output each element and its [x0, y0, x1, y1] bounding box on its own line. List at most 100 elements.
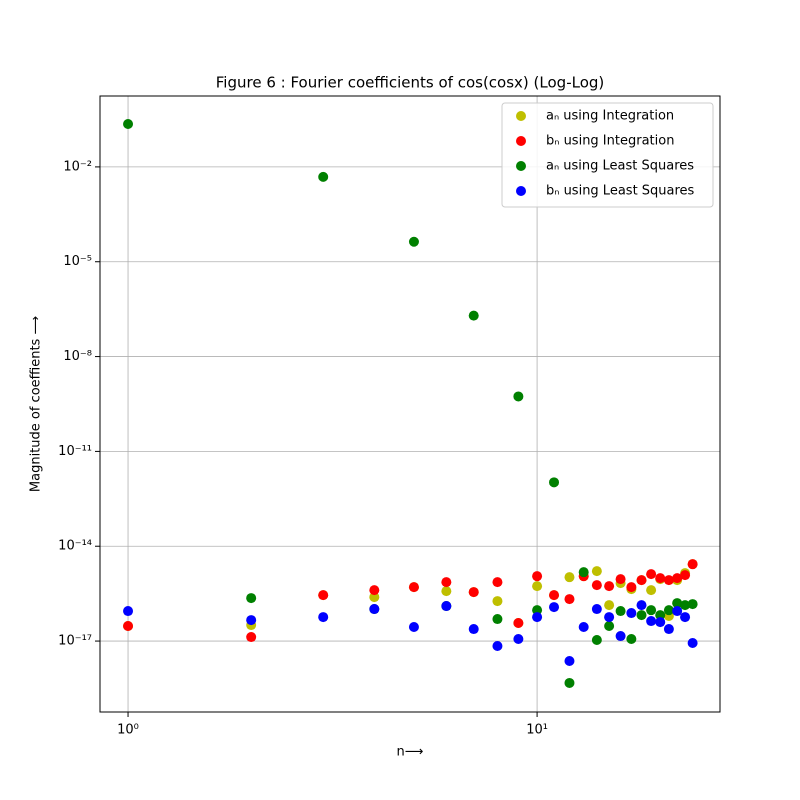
point: [123, 606, 134, 617]
point: [646, 585, 657, 596]
chart-title: Figure 6 : Fourier coefficients of cos(c…: [216, 74, 605, 92]
point: [123, 118, 134, 129]
point: [246, 593, 257, 604]
point: [655, 610, 666, 621]
point: [680, 570, 691, 581]
point: [626, 634, 637, 645]
point: [408, 622, 419, 633]
point: [549, 602, 560, 613]
point: [591, 566, 602, 577]
legend-label: aₙ using Least Squares: [546, 159, 694, 174]
point: [492, 596, 503, 607]
point: [672, 598, 683, 609]
point: [468, 624, 479, 635]
legend-marker: [516, 136, 526, 146]
point: [687, 599, 698, 610]
point: [591, 604, 602, 615]
point: [532, 571, 543, 582]
legend-label: bₙ using Least Squares: [546, 184, 695, 199]
point: [468, 310, 479, 321]
y-tick-label: 10⁻²: [63, 159, 92, 174]
point: [655, 617, 666, 628]
point: [513, 391, 524, 402]
point: [646, 569, 657, 580]
legend-marker: [516, 111, 526, 121]
point: [441, 577, 452, 588]
point: [636, 600, 647, 611]
y-tick-label: 10⁻¹⁴: [58, 539, 92, 554]
y-axis-label: Magnitude of coeffients ⟶: [29, 316, 44, 492]
point: [591, 635, 602, 646]
point: [636, 575, 647, 586]
point: [492, 614, 503, 625]
point: [604, 612, 615, 623]
point: [615, 606, 626, 617]
point: [564, 656, 575, 667]
point: [532, 605, 543, 616]
point: [578, 622, 589, 633]
point: [626, 608, 637, 619]
point: [646, 605, 657, 616]
point: [246, 615, 257, 626]
point: [578, 567, 589, 578]
y-tick-label: 10⁻⁵: [63, 254, 92, 269]
point: [564, 572, 575, 583]
point: [513, 618, 524, 629]
point: [564, 677, 575, 688]
point: [604, 581, 615, 592]
point: [318, 171, 329, 182]
point: [549, 477, 560, 488]
point: [441, 601, 452, 612]
point: [246, 632, 257, 643]
point: [564, 594, 575, 605]
point: [636, 610, 647, 621]
point: [532, 581, 543, 592]
x-axis-label: n⟶: [397, 745, 424, 760]
point: [687, 559, 698, 570]
point: [615, 631, 626, 642]
point: [318, 590, 329, 601]
legend-label: bₙ using Integration: [546, 134, 674, 149]
point: [672, 606, 683, 617]
point: [492, 577, 503, 588]
point: [591, 580, 602, 591]
point: [408, 236, 419, 247]
point: [672, 573, 683, 584]
point: [687, 638, 698, 649]
point: [680, 612, 691, 623]
y-tick-label: 10⁻¹⁷: [58, 634, 92, 649]
point: [369, 585, 380, 596]
point: [408, 582, 419, 593]
point: [604, 600, 615, 611]
y-tick-label: 10⁻¹¹: [58, 444, 92, 459]
point: [663, 575, 674, 586]
legend-marker: [516, 161, 526, 171]
point: [369, 592, 380, 603]
x-tick-label: 10¹: [526, 723, 548, 738]
point: [604, 621, 615, 632]
x-tick-label: 10⁰: [117, 723, 139, 738]
plot-frame: [99, 95, 721, 713]
point: [549, 590, 560, 601]
point: [663, 624, 674, 635]
point: [318, 612, 329, 623]
point: [492, 640, 503, 651]
point: [655, 573, 666, 584]
point: [468, 587, 479, 598]
legend-marker: [516, 186, 526, 196]
legend-label: aₙ using Integration: [546, 109, 674, 124]
y-tick-label: 10⁻⁸: [63, 349, 92, 364]
point: [513, 634, 524, 645]
point: [680, 600, 691, 611]
legend-box: [501, 102, 714, 208]
point: [646, 616, 657, 627]
point: [663, 605, 674, 616]
point: [615, 574, 626, 585]
point: [441, 586, 452, 597]
point: [369, 604, 380, 615]
point: [532, 612, 543, 623]
point: [123, 620, 134, 631]
point: [626, 582, 637, 593]
